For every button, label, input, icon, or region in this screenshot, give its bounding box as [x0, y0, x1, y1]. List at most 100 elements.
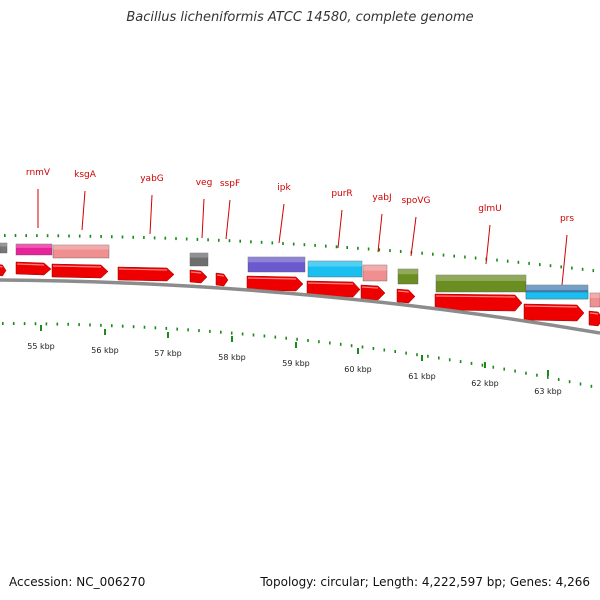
tick-mark [67, 322, 69, 326]
feature-box-highlight [248, 257, 305, 263]
tick-mark [175, 237, 177, 241]
tick-mark [228, 239, 231, 243]
cds-arrow [0, 264, 7, 277]
tick-mark [361, 345, 364, 349]
tick-mark [153, 236, 156, 240]
tick-mark [590, 384, 593, 388]
tick-mark [568, 380, 571, 384]
tick-mark [46, 234, 49, 238]
tick-mark [207, 238, 209, 242]
tick-mark [57, 234, 60, 238]
tick-mark [325, 244, 327, 248]
tick-mark [547, 375, 549, 379]
tick-mark [329, 341, 331, 345]
tick-mark [492, 365, 495, 369]
tick-mark [165, 326, 168, 330]
kbp-label: 57 kbp [154, 349, 182, 358]
tick-mark [442, 253, 445, 257]
tick-mark [100, 235, 102, 238]
cds-arrow [51, 263, 109, 279]
feature-box-highlight [53, 245, 109, 250]
tick-mark [220, 330, 222, 334]
tick-mark [218, 238, 220, 242]
tick-mark [296, 337, 298, 341]
gene-labels: rnmV ksgA yabG veg sspF ipk purR yabJ spoVG glmU p… [26, 168, 574, 224]
feature-box-highlight [590, 293, 600, 298]
tick-mark [56, 322, 59, 326]
kbp-label: 63 kbp [534, 387, 562, 396]
tick-mark [111, 324, 113, 328]
tick-mark [307, 339, 309, 342]
tick-mark [78, 234, 81, 238]
gene-label-veg: veg [196, 178, 213, 188]
tick-mark [372, 347, 375, 350]
genome-summary-label: Topology: circular; Length: 4,222,597 bp… [260, 575, 590, 589]
gene-label-spovg: spoVG [401, 196, 430, 206]
tick-mark [350, 344, 353, 348]
tick-mark [421, 251, 423, 255]
tick-mark [25, 234, 27, 238]
feature-box-highlight [436, 275, 526, 281]
tick-mark [470, 361, 473, 365]
tick-mark [318, 340, 320, 344]
major-tick-mark [484, 362, 486, 368]
tick-mark [198, 329, 200, 333]
gene-label-rnmv: rnmV [26, 168, 51, 178]
major-tick-mark [421, 355, 423, 361]
tick-mark [549, 264, 552, 268]
cds-arrow [117, 266, 175, 282]
kbp-scale-labels: 55 kbp 56 kbp 57 kbp 58 kbp 59 kbp 60 kbp 61 k… [27, 325, 562, 396]
tick-mark [464, 255, 466, 259]
cds-arrow [396, 288, 416, 304]
tick-mark [196, 237, 199, 241]
tick-mark [12, 322, 15, 325]
feature-box-purr [307, 260, 363, 278]
cds-arrow-highlight [190, 271, 202, 274]
tick-mark [314, 243, 316, 247]
major-tick-mark [40, 325, 42, 331]
feature-box-glmu [435, 274, 527, 293]
cds-arrow-highlight [361, 286, 379, 289]
cds-arrow-highlight [0, 265, 3, 268]
gene-label-prs: prs [560, 214, 574, 224]
cds-arrow-highlight [16, 263, 45, 266]
major-tick-mark [167, 332, 169, 338]
major-tick-mark [231, 336, 233, 342]
gene-leader-line [278, 203, 285, 244]
tick-mark [394, 350, 396, 353]
tick-mark [339, 342, 342, 346]
tick-mark [132, 235, 134, 239]
tick-mark [78, 323, 80, 327]
tick-mark [132, 325, 135, 329]
tick-mark [2, 322, 4, 325]
gene-leader-line [81, 190, 86, 231]
tick-mark [525, 371, 527, 375]
major-tick-mark [295, 342, 297, 348]
tick-mark [89, 323, 91, 327]
tick-mark [432, 252, 434, 256]
feature-box-highlight [526, 285, 588, 290]
tick-mark [239, 239, 241, 243]
tick-mark [536, 373, 538, 377]
gene-label-yabj: yabJ [372, 193, 391, 203]
tick-mark [143, 325, 146, 329]
cds-arrow-highlight [247, 277, 297, 280]
cds-arrows [0, 261, 600, 327]
tick-mark [89, 234, 92, 238]
cds-arrow-highlight [52, 265, 102, 268]
gene-leader-line [410, 216, 417, 257]
lower-tick-track [2, 322, 593, 388]
tick-mark [111, 235, 113, 239]
kbp-label: 58 kbp [218, 353, 246, 362]
tick-mark [34, 322, 37, 326]
tick-mark [357, 246, 359, 250]
tick-mark [579, 382, 582, 386]
tick-mark [14, 234, 17, 237]
cds-arrow [588, 310, 600, 327]
feature-box-prs-lower [525, 291, 589, 300]
kbp-label: 59 kbp [282, 359, 310, 368]
tick-mark [560, 265, 562, 269]
tick-mark [399, 250, 402, 253]
gene-leader-line [485, 224, 491, 265]
feature-box-ipk [247, 256, 306, 273]
